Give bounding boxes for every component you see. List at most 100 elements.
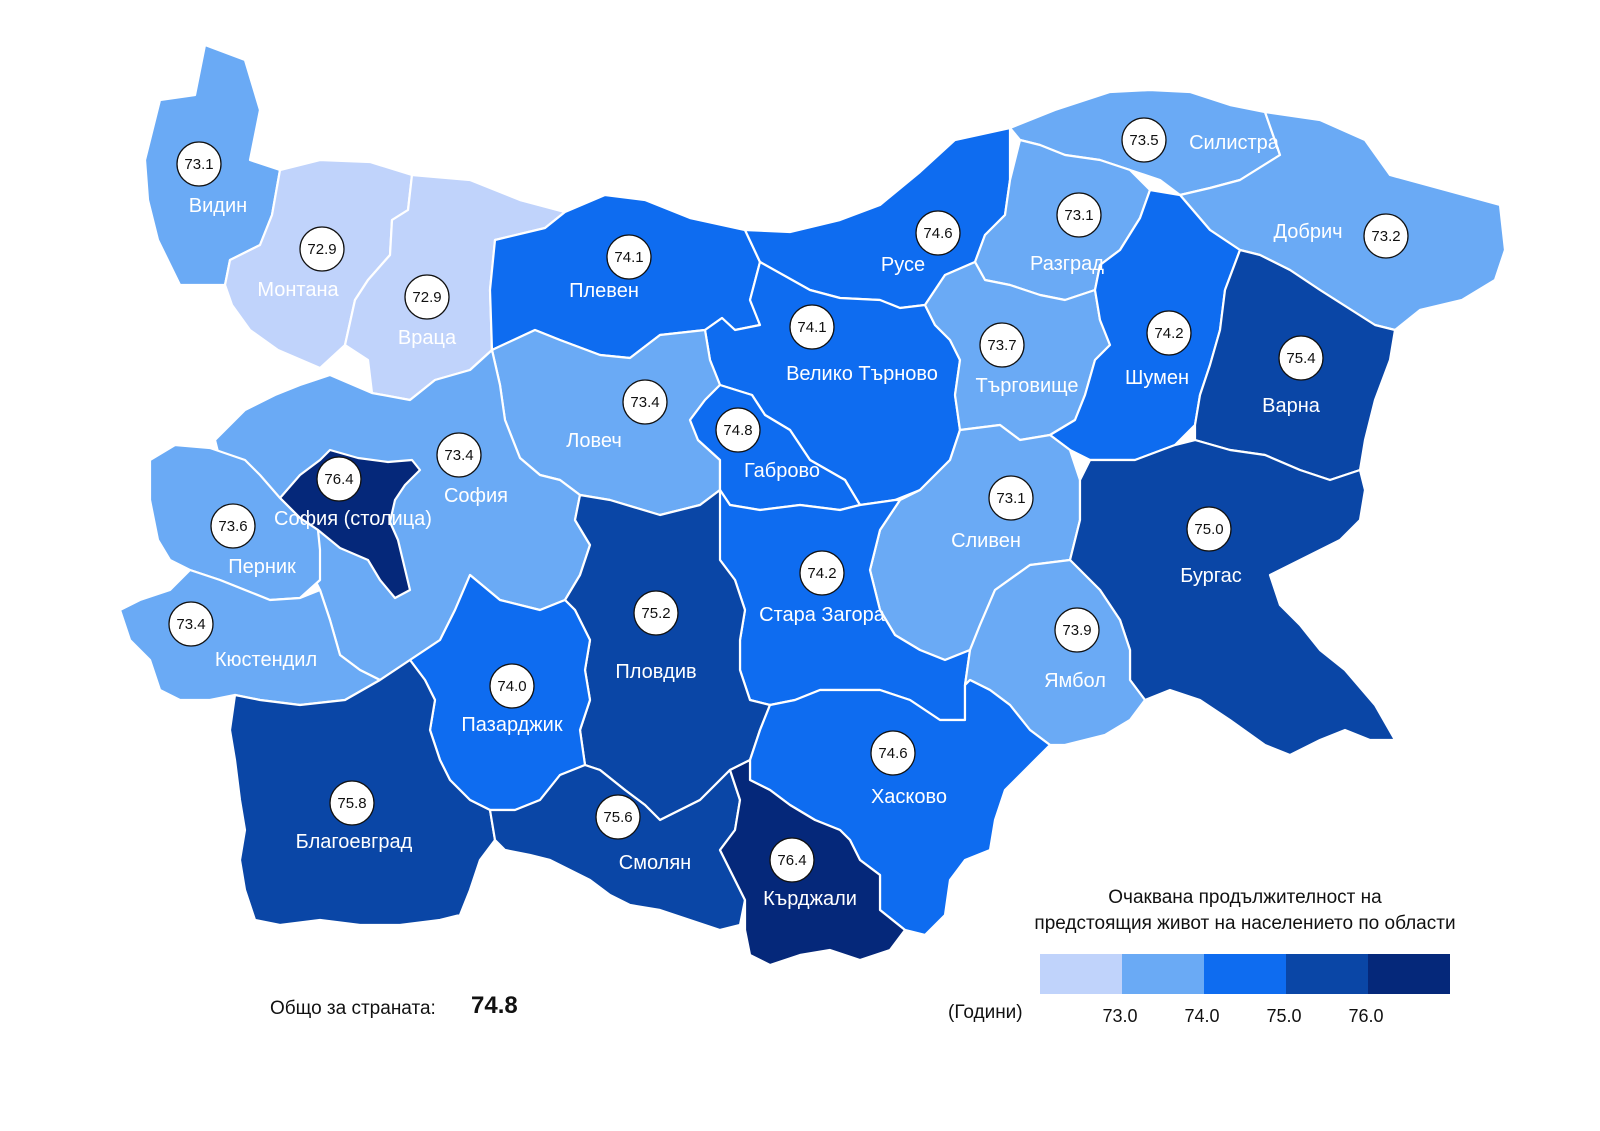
regions-layer [118,43,1507,967]
value-badge-circle [436,432,482,478]
region-name-label: Русе [881,254,925,276]
labels-layer: 73.1 Видин 72.9 Монтана 72.9 Враца 74.1 Плевен 7… [168,117,1409,910]
region-value-label: 75.2 [641,605,670,622]
region-value-label: 72.9 [307,241,336,258]
region-value-label: 73.4 [176,616,205,633]
region-sofia-city [278,448,422,600]
region-name-label: София [444,485,508,507]
value-badge-silistra: 73.5 [1121,117,1167,163]
value-badge-circle [210,503,256,549]
value-badge-burgas: 75.0 [1186,506,1232,552]
region-value-label: 74.8 [723,422,752,439]
national-total-label: Общо за страната: [270,998,436,1019]
region-name-label: Бургас [1180,565,1242,587]
value-badge-circle [915,210,961,256]
region-name-label: Варна [1262,395,1321,417]
value-badge-haskovo: 74.6 [870,730,916,776]
region-value-label: 75.6 [603,809,632,826]
legend-color-scale [1040,954,1450,994]
value-badge-circle [489,663,535,709]
legend-swatch [1040,954,1122,994]
legend-swatch [1286,954,1368,994]
legend-unit: (Години) [948,1002,1023,1023]
value-badge-circle [1054,607,1100,653]
value-badge-razgrad: 73.1 [1056,192,1102,238]
value-badge-pernik: 73.6 [210,503,256,549]
region-value-label: 73.9 [1062,622,1091,639]
region-value-label: 74.1 [797,319,826,336]
value-badge-kyustendil: 73.4 [168,601,214,647]
value-badge-veliko-tarnovo: 74.1 [789,304,835,350]
region-value-label: 74.0 [497,678,526,695]
region-value-label: 73.1 [996,490,1025,507]
legend-tick: 76.0 [1348,1006,1384,1026]
value-badge-circle [1146,310,1192,356]
region-name-label: Сливен [951,530,1021,552]
region-name-label: Габрово [744,460,820,482]
value-badge-circle [329,780,375,826]
value-badge-circle [1363,213,1409,259]
region-value-label: 73.4 [630,394,659,411]
region-value-label: 74.6 [878,745,907,762]
region-value-label: 74.1 [614,249,643,266]
value-badge-circle [988,475,1034,521]
value-badge-vratsa: 72.9 [404,274,450,320]
region-value-label: 75.4 [1286,350,1315,367]
region-value-label: 74.6 [923,225,952,242]
legend-swatch [1204,954,1286,994]
legend-tick: 74.0 [1184,1006,1220,1026]
value-badge-circle [769,837,815,883]
value-badge-circle [1121,117,1167,163]
region-name-label: Кюстендил [215,649,317,671]
value-badge-blagoevgrad: 75.8 [329,780,375,826]
legend-title: Очаквана продължителност на предстоящия … [1000,885,1490,937]
value-badge-circle [1056,192,1102,238]
region-name-label: Монтана [257,279,339,301]
region-value-label: 73.2 [1371,228,1400,245]
region-name-label: Смолян [619,852,691,874]
value-badge-targovishte: 73.7 [979,322,1025,368]
value-badge-vidin: 73.1 [176,141,222,187]
value-badge-lovech: 73.4 [622,379,668,425]
legend-title-line-1: Очаквана продължителност на [1108,887,1382,908]
value-badge-circle [799,550,845,596]
region-name-label: Шумен [1125,367,1189,389]
region-name-label: Търговище [976,375,1079,397]
value-badge-montana: 72.9 [299,226,345,272]
value-badge-circle [299,226,345,272]
legend-tick: 75.0 [1266,1006,1302,1026]
value-badge-plovdiv: 75.2 [633,590,679,636]
region-name-label: Враца [398,327,457,349]
region-value-label: 75.0 [1194,521,1223,538]
region-value-label: 75.8 [337,795,366,812]
value-badge-circle [870,730,916,776]
region-name-label: Перник [228,556,296,578]
region-name-label: Пловдив [615,661,696,683]
legend-swatch [1122,954,1204,994]
region-value-label: 76.4 [324,471,353,488]
region-name-label: Кърджали [763,888,857,910]
value-badge-circle [789,304,835,350]
region-name-label: Видин [189,195,247,217]
value-badge-ruse: 74.6 [915,210,961,256]
value-badge-gabrovo: 74.8 [715,407,761,453]
value-badge-pleven: 74.1 [606,234,652,280]
region-value-label: 73.5 [1129,132,1158,149]
region-value-label: 73.1 [184,156,213,173]
legend-swatch [1368,954,1450,994]
value-badge-sofia-city: 76.4 [316,456,362,502]
region-name-label: Плевен [569,280,639,302]
value-badge-circle [622,379,668,425]
region-value-label: 74.2 [1154,325,1183,342]
value-badge-shumen: 74.2 [1146,310,1192,356]
value-badge-circle [715,407,761,453]
region-value-label: 73.4 [444,447,473,464]
value-badge-circle [316,456,362,502]
region-name-label: Стара Загора [759,604,886,626]
region-name-label: Разград [1030,253,1104,275]
value-badge-sliven: 73.1 [988,475,1034,521]
value-badge-sofia-oblast: 73.4 [436,432,482,478]
value-badge-dobrich: 73.2 [1363,213,1409,259]
region-name-label: Силистра [1189,132,1280,154]
